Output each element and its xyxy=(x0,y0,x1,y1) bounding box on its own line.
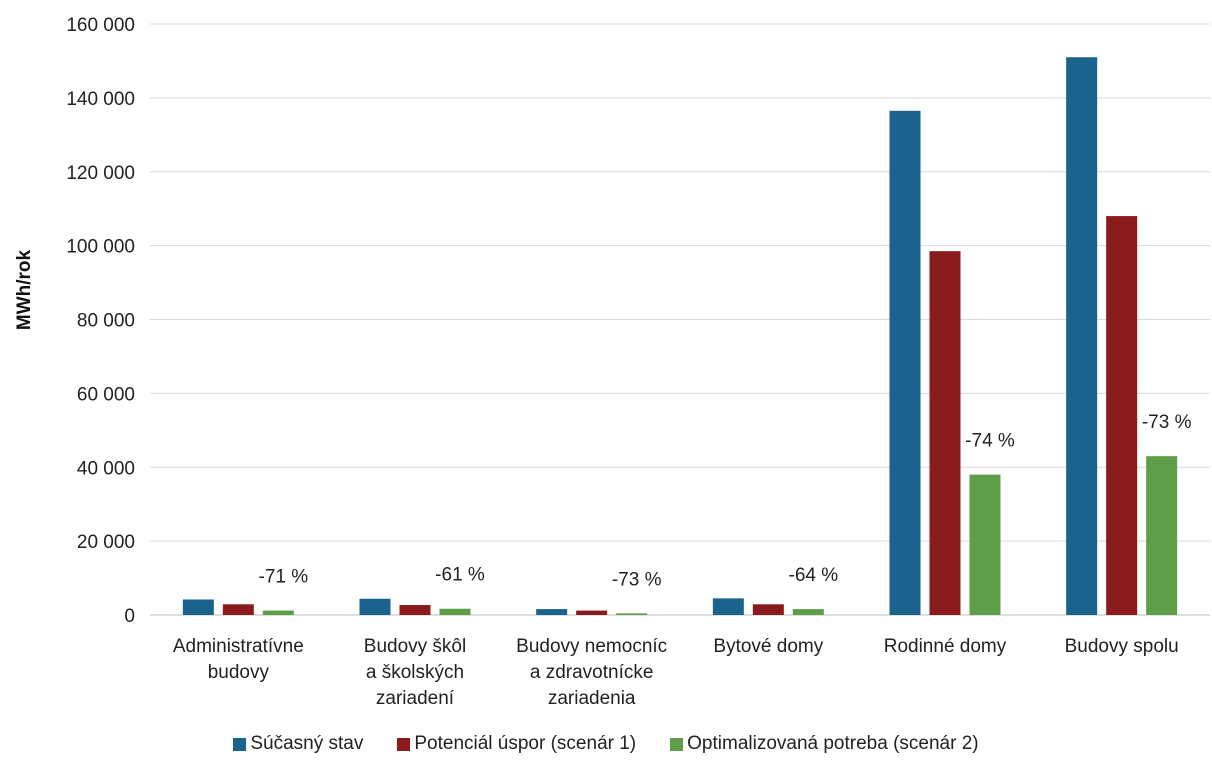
legend-label: Potenciál úspor (scenár 1) xyxy=(414,733,637,754)
bar xyxy=(1146,456,1178,615)
annotations: -71 % -61 % -73 % -64 % -74 % -73 % xyxy=(259,412,1192,590)
y-tick-label: 80 000 xyxy=(77,311,135,332)
x-tick-label-line: budovy xyxy=(208,662,270,683)
bar-annotation: -64 % xyxy=(789,565,839,586)
bar xyxy=(576,610,608,615)
x-tick-label: Budovy spolu xyxy=(1065,636,1179,657)
legend-swatch xyxy=(233,737,247,751)
x-tick-label: Budovy škôl a školských zariadení xyxy=(364,636,466,709)
x-tick-label-line: zariadenia xyxy=(548,688,636,709)
bar xyxy=(262,610,294,615)
legend-item: Optimalizovaná potreba (scenár 2) xyxy=(670,733,979,755)
bar xyxy=(889,110,921,615)
x-tick-label-line: Budovy škôl xyxy=(364,636,466,657)
bar xyxy=(752,604,784,615)
x-tick-label: Bytové domy xyxy=(713,636,823,657)
bar xyxy=(439,608,471,615)
x-tick-label-line: Bytové domy xyxy=(713,636,823,657)
y-tick-label: 0 xyxy=(124,606,135,627)
x-tick-label-line: Rodinné domy xyxy=(884,636,1007,657)
y-axis-ticks: 0 20 000 40 000 60 000 80 000 100 000 120 000 1… xyxy=(66,15,135,627)
legend-item: Potenciál úspor (scenár 1) xyxy=(397,733,636,755)
bar xyxy=(222,604,254,615)
x-tick-label: Administratívne budovy xyxy=(173,636,304,683)
legend-swatch xyxy=(670,737,684,751)
x-tick-label-line: Budovy nemocníc xyxy=(516,636,667,657)
y-tick-label: 160 000 xyxy=(66,15,135,36)
y-axis-label: MWh/rok xyxy=(14,249,35,330)
bar-annotation: -73 % xyxy=(612,569,662,590)
bar xyxy=(712,598,744,615)
legend-swatch xyxy=(397,737,411,751)
gridlines xyxy=(150,23,1210,616)
bar xyxy=(536,609,568,615)
bar-annotation: -71 % xyxy=(259,567,309,588)
bar-annotation: -73 % xyxy=(1142,412,1192,433)
legend-item: Súčasný stav xyxy=(233,733,363,755)
legend-label: Súčasný stav xyxy=(250,733,364,754)
x-tick-label: Budovy nemocníc a zdravotnícke zariadenia xyxy=(516,636,667,709)
y-tick-label: 140 000 xyxy=(66,89,135,110)
x-tick-label-line: Budovy spolu xyxy=(1065,636,1179,657)
legend-label: Optimalizovaná potreba (scenár 2) xyxy=(687,733,979,754)
bar xyxy=(969,474,1001,615)
y-tick-label: 20 000 xyxy=(77,532,135,553)
y-tick-label: 40 000 xyxy=(77,458,135,479)
bar xyxy=(399,605,431,615)
bar xyxy=(616,613,648,615)
x-tick-label-line: a školských xyxy=(366,662,464,683)
y-tick-label: 100 000 xyxy=(66,237,135,258)
bar xyxy=(359,598,391,615)
bar xyxy=(929,251,961,615)
bar xyxy=(1066,57,1098,615)
bar-chart: 0 20 000 40 000 60 000 80 000 100 000 120 000 1… xyxy=(14,15,1210,709)
legend: Súčasný stav Potenciál úspor (scenár 1) Op… xyxy=(0,733,1212,755)
y-tick-label: 60 000 xyxy=(77,384,135,405)
x-tick-label-line: a zdravotnícke xyxy=(530,662,654,683)
category-labels: Administratívne budovy Budovy škôl a školsk… xyxy=(173,636,1179,709)
y-tick-label: 120 000 xyxy=(66,163,135,184)
bar xyxy=(792,609,824,615)
bar-annotation: -74 % xyxy=(965,431,1015,452)
x-tick-label: Rodinné domy xyxy=(884,636,1007,657)
bar xyxy=(1106,216,1138,615)
x-tick-label-line: Administratívne xyxy=(173,636,304,657)
bar xyxy=(182,599,214,615)
x-tick-label-line: zariadení xyxy=(376,688,455,709)
bars xyxy=(182,57,1178,615)
bar-annotation: -61 % xyxy=(435,565,485,586)
